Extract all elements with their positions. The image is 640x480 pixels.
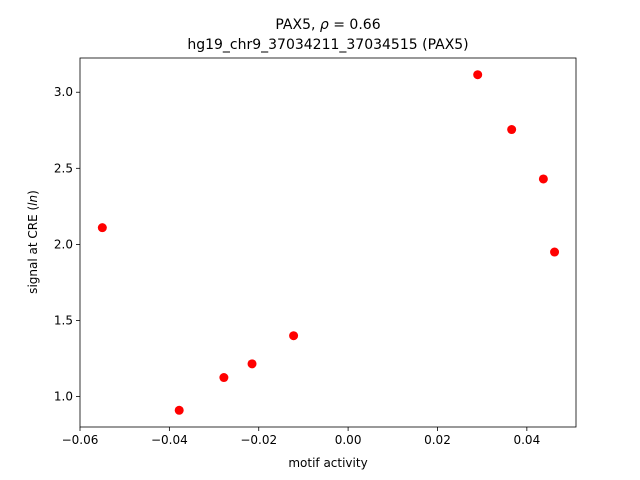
x-tick-label: −0.04 <box>151 433 188 447</box>
chart-subtitle: hg19_chr9_37034211_37034515 (PAX5) <box>187 37 468 53</box>
x-tick-label: −0.02 <box>240 433 277 447</box>
data-point <box>289 331 299 341</box>
title-prefix: PAX5, <box>275 17 320 33</box>
y-tick-label: 3.0 <box>54 85 73 99</box>
data-point <box>473 70 483 80</box>
x-tick-label: 0.04 <box>513 433 540 447</box>
x-axis-label: motif activity <box>288 456 367 470</box>
y-tick-label: 2.5 <box>54 161 73 175</box>
data-point <box>219 373 229 383</box>
y-tick-label: 2.0 <box>54 237 73 251</box>
data-point <box>538 174 548 184</box>
y-axis-label-prefix: signal at CRE ( <box>26 206 40 294</box>
y-tick-label: 1.5 <box>54 313 73 327</box>
chart-title: PAX5, ρ = 0.66 <box>275 17 380 33</box>
title-suffix: = 0.66 <box>329 17 381 33</box>
data-point <box>97 223 107 233</box>
data-point <box>247 359 257 369</box>
x-tick-label: 0.02 <box>424 433 451 447</box>
plot-area: −0.06 −0.04 −0.02 0.00 0.02 0.04 1.0 1.5 2.0 2.5 3… <box>54 57 577 447</box>
data-point <box>550 247 560 257</box>
y-tick-label: 1.0 <box>54 390 73 404</box>
data-point <box>507 125 517 135</box>
plot-frame <box>79 57 577 428</box>
title-rho: ρ <box>320 17 329 33</box>
y-axis-label: signal at CRE (ln) <box>26 190 40 294</box>
y-axis-label-suffix: ) <box>26 190 40 195</box>
x-tick-label: −0.06 <box>62 433 99 447</box>
y-axis-label-italic: ln <box>26 195 40 206</box>
x-tick-label: 0.00 <box>335 433 362 447</box>
data-point <box>174 405 184 415</box>
